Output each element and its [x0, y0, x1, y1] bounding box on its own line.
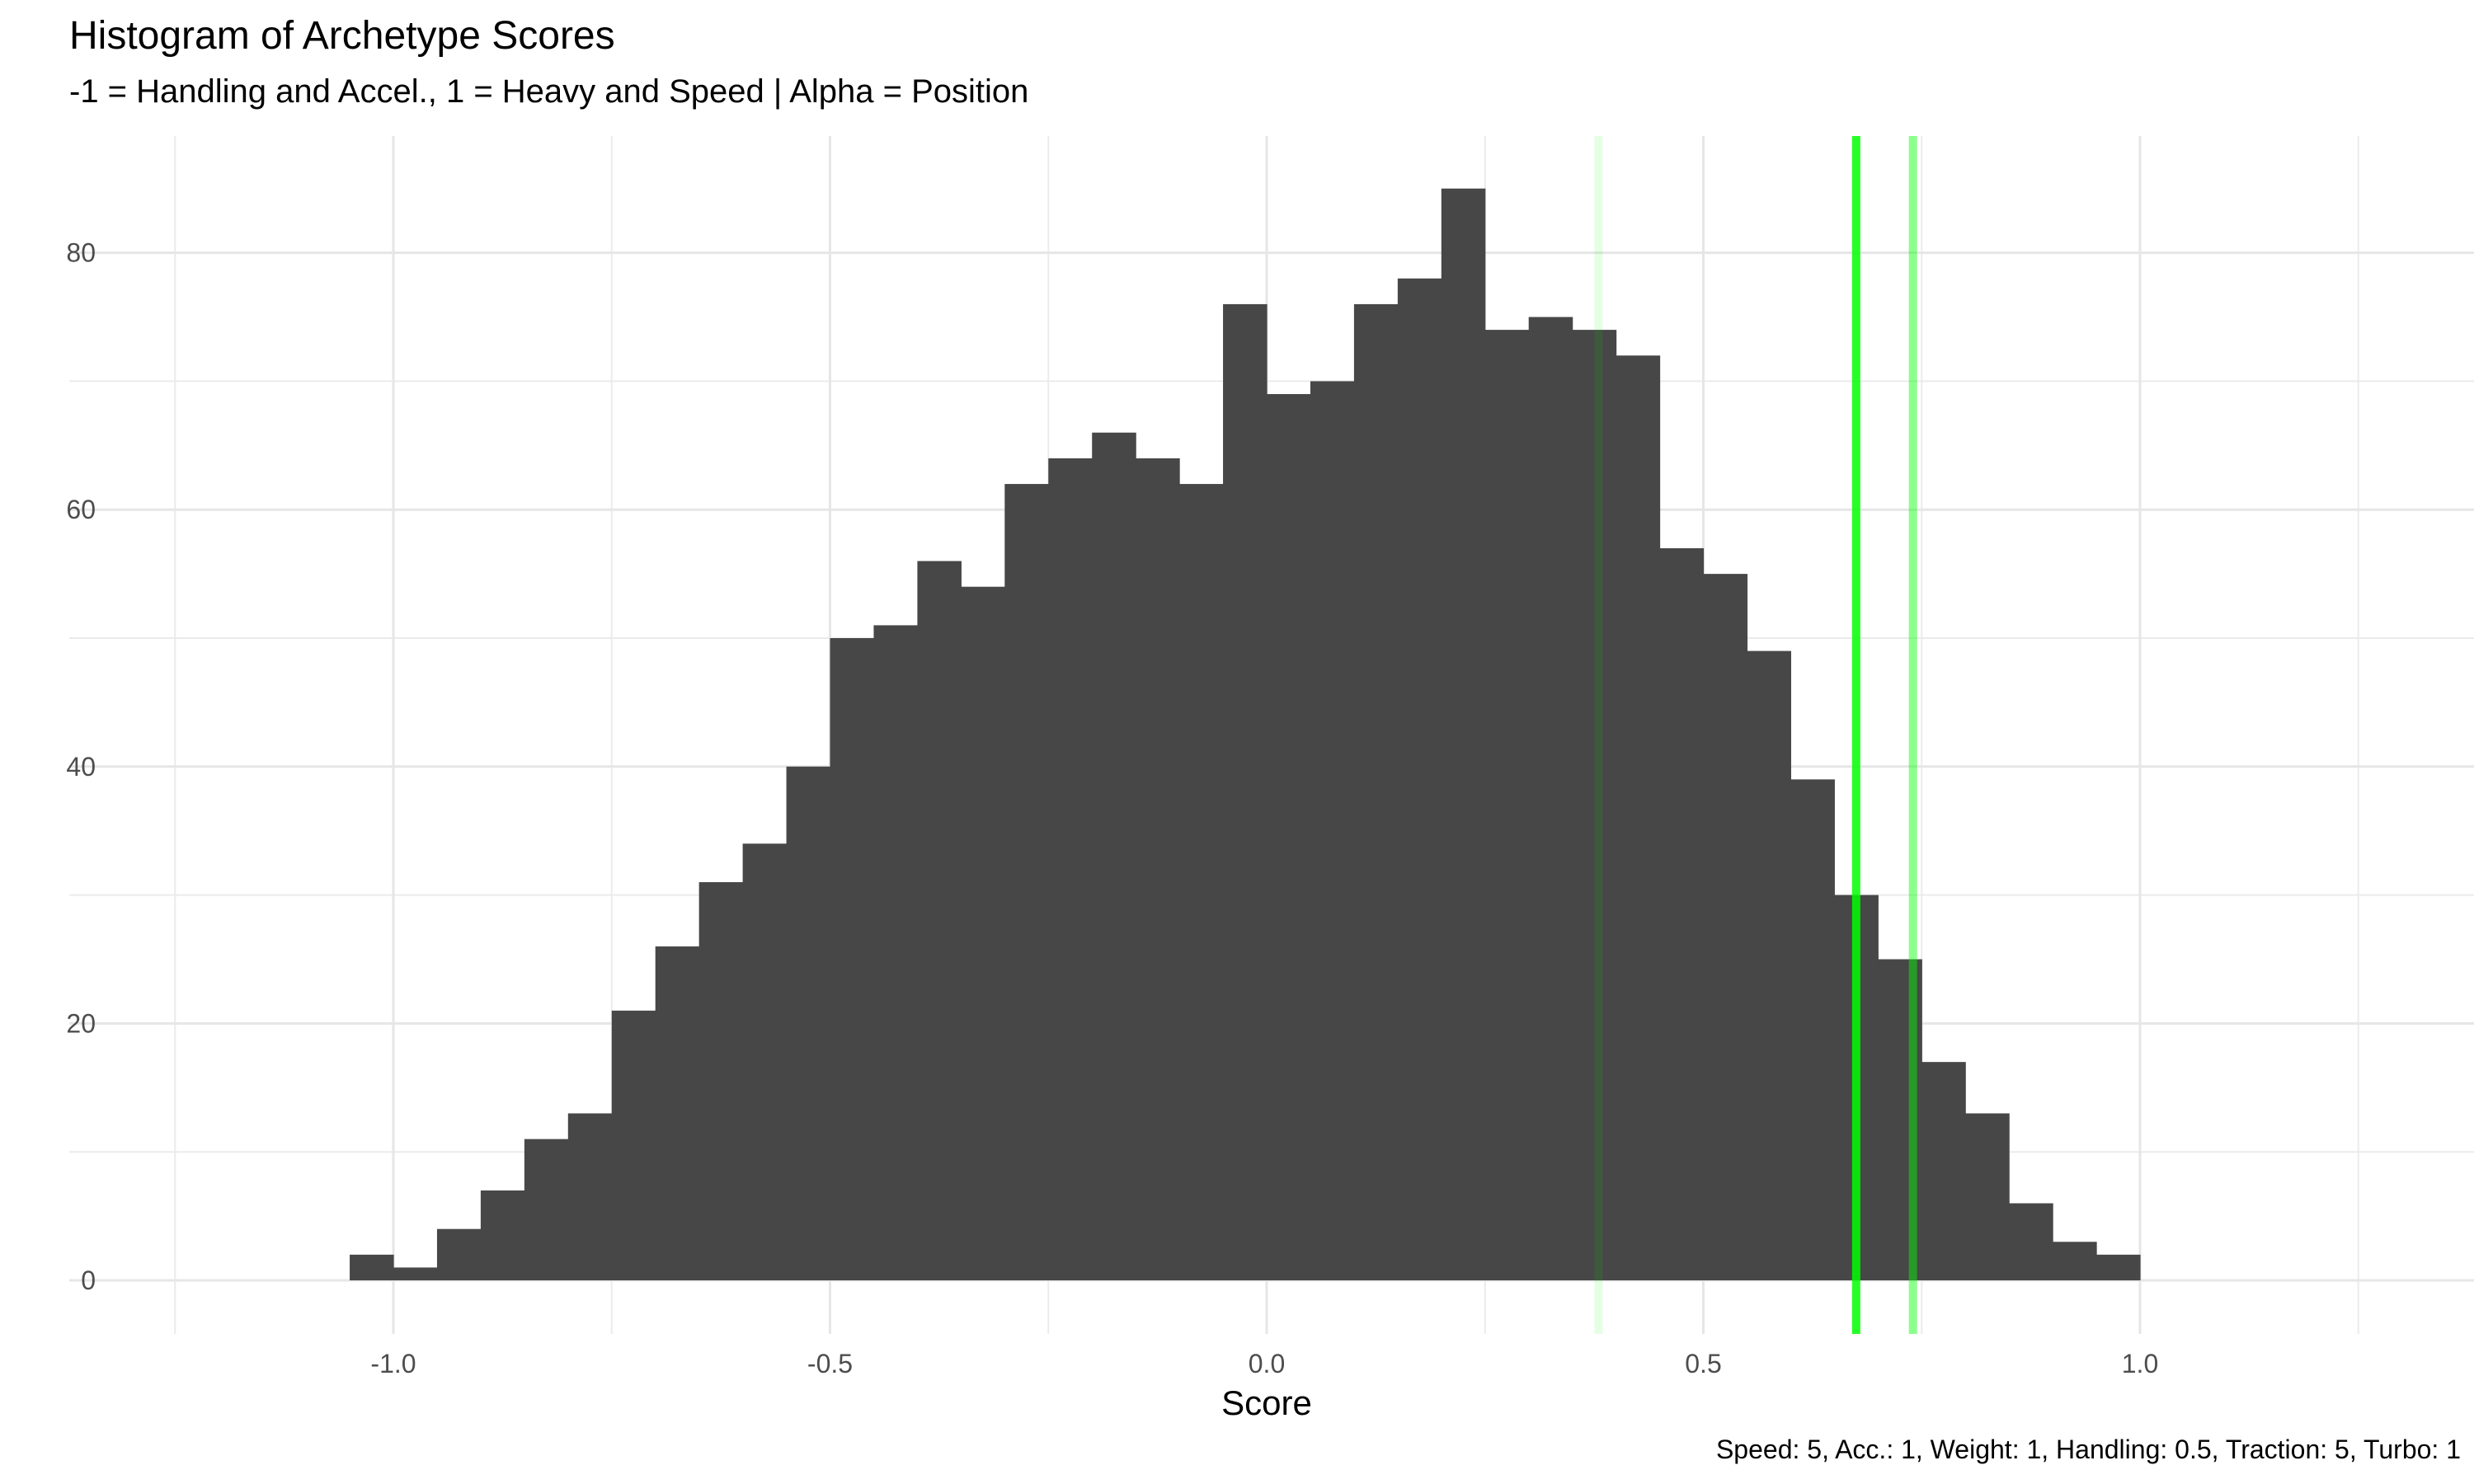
y-tick-label: 80 — [66, 238, 96, 268]
x-tick-label: -1.0 — [370, 1349, 416, 1378]
histogram-bar — [1441, 188, 1486, 1281]
histogram-bar — [786, 766, 831, 1280]
histogram-bar — [2009, 1203, 2053, 1280]
histogram-bar — [393, 1267, 438, 1280]
histogram-bar — [436, 1228, 482, 1280]
y-axis-ticks: 0 20 40 60 80 — [66, 238, 96, 1295]
histogram-bar — [873, 625, 918, 1280]
histogram-bar — [1048, 458, 1093, 1280]
histogram-bar — [1659, 547, 1705, 1280]
histogram-bar — [1397, 278, 1442, 1280]
histogram-bar — [524, 1139, 569, 1280]
histogram-bar — [1790, 779, 1835, 1280]
y-tick-label: 0 — [81, 1266, 96, 1295]
histogram-bar — [1092, 432, 1136, 1280]
histogram-bar — [830, 638, 875, 1280]
y-tick-label: 20 — [66, 1008, 96, 1038]
x-tick-label: -0.5 — [807, 1349, 853, 1378]
histogram-bars — [350, 188, 2141, 1281]
histogram-bar — [567, 1113, 613, 1280]
histogram-bar — [1965, 1113, 2010, 1280]
histogram-bar — [1179, 484, 1224, 1280]
x-axis-ticks: -1.0 -0.5 0.0 0.5 1.0 — [370, 1349, 2158, 1378]
x-tick-label: 1.0 — [2122, 1349, 2158, 1378]
histogram-bar — [917, 561, 962, 1280]
histogram-bar — [1747, 650, 1791, 1280]
histogram-bar — [961, 586, 1005, 1280]
x-tick-label: 0.0 — [1249, 1349, 1285, 1378]
histogram-bar — [1004, 484, 1049, 1280]
histogram-bar — [1703, 574, 1748, 1280]
chart-subtitle: -1 = Handling and Accel., 1 = Heavy and … — [69, 73, 1029, 110]
y-tick-label: 60 — [66, 495, 96, 524]
x-tick-label: 0.5 — [1685, 1349, 1721, 1378]
reference-lines — [1594, 136, 1917, 1334]
histogram-bar — [350, 1254, 394, 1280]
histogram-bar — [1616, 355, 1661, 1280]
histogram-bar — [655, 946, 700, 1280]
histogram-bar — [1353, 303, 1399, 1280]
x-axis-title: Score — [1221, 1383, 1312, 1422]
histogram-bar — [1878, 959, 1922, 1280]
histogram-bar — [1484, 330, 1530, 1281]
chart-title: Histogram of Archetype Scores — [69, 14, 615, 58]
histogram-bar — [698, 882, 744, 1280]
chart-caption: Speed: 5, Acc.: 1, Weight: 1, Handling: … — [1715, 1435, 2461, 1464]
histogram-bar — [1267, 393, 1311, 1281]
histogram-bar — [1528, 317, 1573, 1280]
histogram-bar — [742, 843, 788, 1280]
histogram-bar — [611, 1010, 656, 1280]
histogram-bar — [480, 1190, 525, 1280]
histogram-bar — [1310, 381, 1355, 1280]
y-tick-label: 40 — [66, 752, 96, 782]
histogram-bar — [1921, 1062, 1966, 1280]
histogram-bar — [2053, 1242, 2097, 1280]
histogram-bar — [1572, 330, 1617, 1281]
histogram-bar — [1136, 458, 1180, 1280]
histogram-bar — [2096, 1254, 2141, 1280]
histogram-bar — [1223, 303, 1268, 1280]
